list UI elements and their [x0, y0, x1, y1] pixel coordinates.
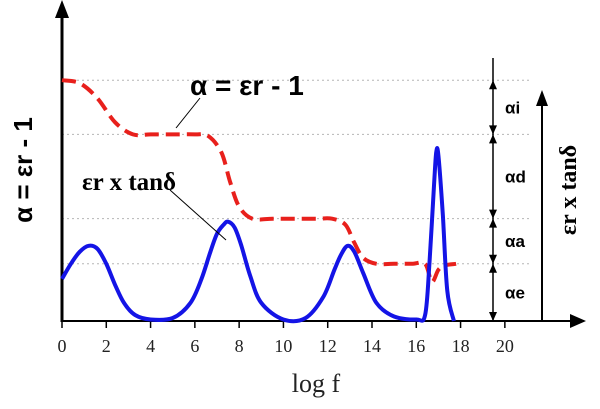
- segment-arrowhead: [489, 218, 497, 228]
- segment-label: αd: [505, 168, 526, 187]
- segment-arrowhead: [489, 125, 497, 135]
- segment-label: αa: [505, 232, 525, 251]
- series-loss-line: [60, 146, 456, 324]
- loss-curve-label: εr x tanδ: [82, 169, 176, 196]
- x-axis-arrow: [570, 314, 586, 328]
- y-axis-left-label: α = εr - 1: [8, 117, 38, 223]
- x-tick-label: 14: [363, 336, 381, 356]
- x-tick-label: 10: [274, 336, 292, 356]
- segment-arrowhead: [489, 254, 497, 264]
- x-tick-label: 8: [235, 336, 244, 356]
- y-axis-right-arrow: [536, 90, 548, 106]
- x-tick-label: 20: [496, 336, 514, 356]
- segment-arrowhead: [489, 312, 497, 321]
- alpha-curve-label: α = εr - 1: [190, 70, 304, 101]
- x-tick-label: 6: [190, 336, 199, 356]
- segment-arrowhead: [489, 209, 497, 219]
- segment-label: αi: [505, 98, 520, 117]
- series-alpha-line: [61, 78, 457, 284]
- x-tick-label: 2: [102, 336, 111, 356]
- segment-arrowhead: [489, 134, 497, 144]
- x-tick-label: 18: [452, 336, 470, 356]
- x-tick-label: 12: [319, 336, 337, 356]
- segment-arrowhead: [489, 263, 497, 273]
- y-axis-right-label: εr x tanδ: [556, 145, 582, 235]
- x-tick-label: 4: [146, 336, 155, 356]
- segment-arrowhead: [489, 80, 497, 90]
- x-axis-label: log f: [292, 369, 341, 398]
- y-axis-left-arrow: [55, 0, 69, 18]
- alpha-leader-line: [175, 97, 201, 129]
- x-tick-label: 0: [58, 336, 67, 356]
- x-ticks: 0 2 4 6 8 10 12 14 16 18 20: [58, 321, 514, 356]
- segment-label: αe: [505, 283, 525, 302]
- x-tick-label: 16: [407, 336, 425, 356]
- loss-leader-line: [169, 189, 227, 241]
- segment-markers: αi αd αa αe: [489, 80, 526, 321]
